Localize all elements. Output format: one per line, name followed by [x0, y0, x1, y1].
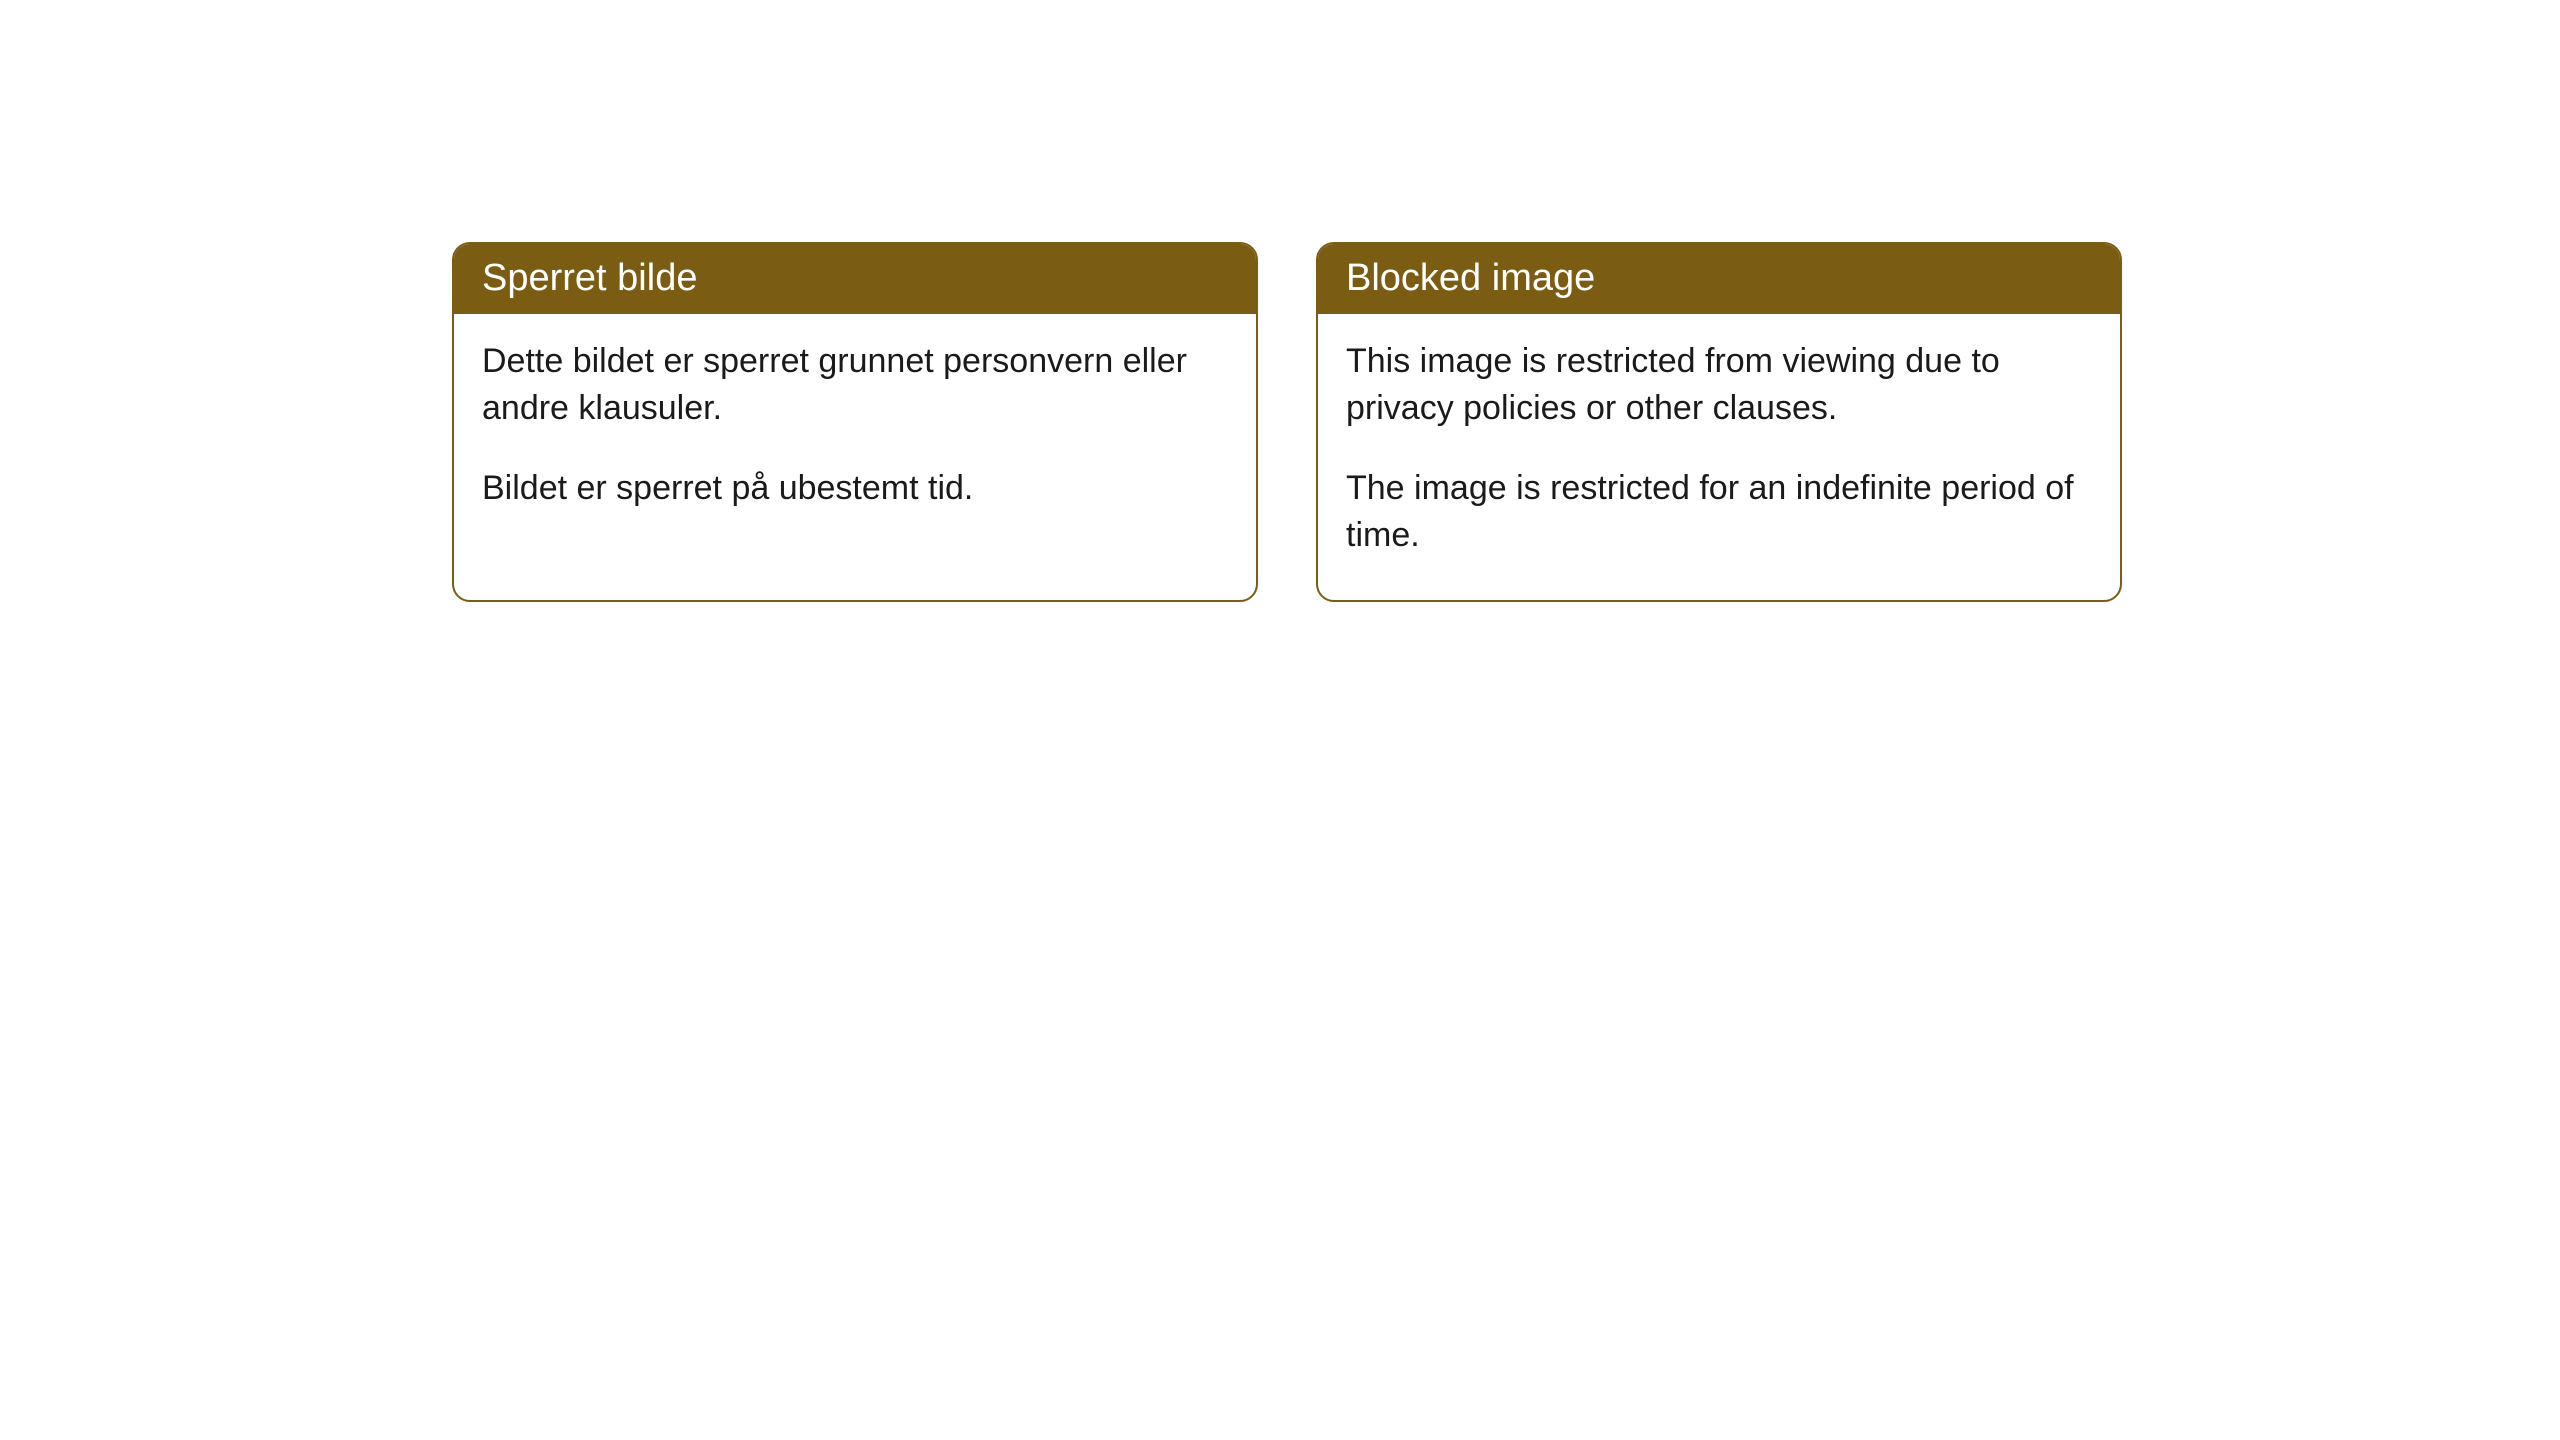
- card-english: Blocked image This image is restricted f…: [1316, 242, 2122, 602]
- card-paragraph: Bildet er sperret på ubestemt tid.: [482, 465, 1228, 513]
- card-header-norwegian: Sperret bilde: [454, 244, 1256, 314]
- card-header-english: Blocked image: [1318, 244, 2120, 314]
- card-paragraph: This image is restricted from viewing du…: [1346, 338, 2092, 433]
- card-norwegian: Sperret bilde Dette bildet er sperret gr…: [452, 242, 1258, 602]
- card-paragraph: Dette bildet er sperret grunnet personve…: [482, 338, 1228, 433]
- card-body-english: This image is restricted from viewing du…: [1318, 314, 2120, 600]
- card-paragraph: The image is restricted for an indefinit…: [1346, 465, 2092, 560]
- card-body-norwegian: Dette bildet er sperret grunnet personve…: [454, 314, 1256, 553]
- cards-container: Sperret bilde Dette bildet er sperret gr…: [452, 242, 2122, 602]
